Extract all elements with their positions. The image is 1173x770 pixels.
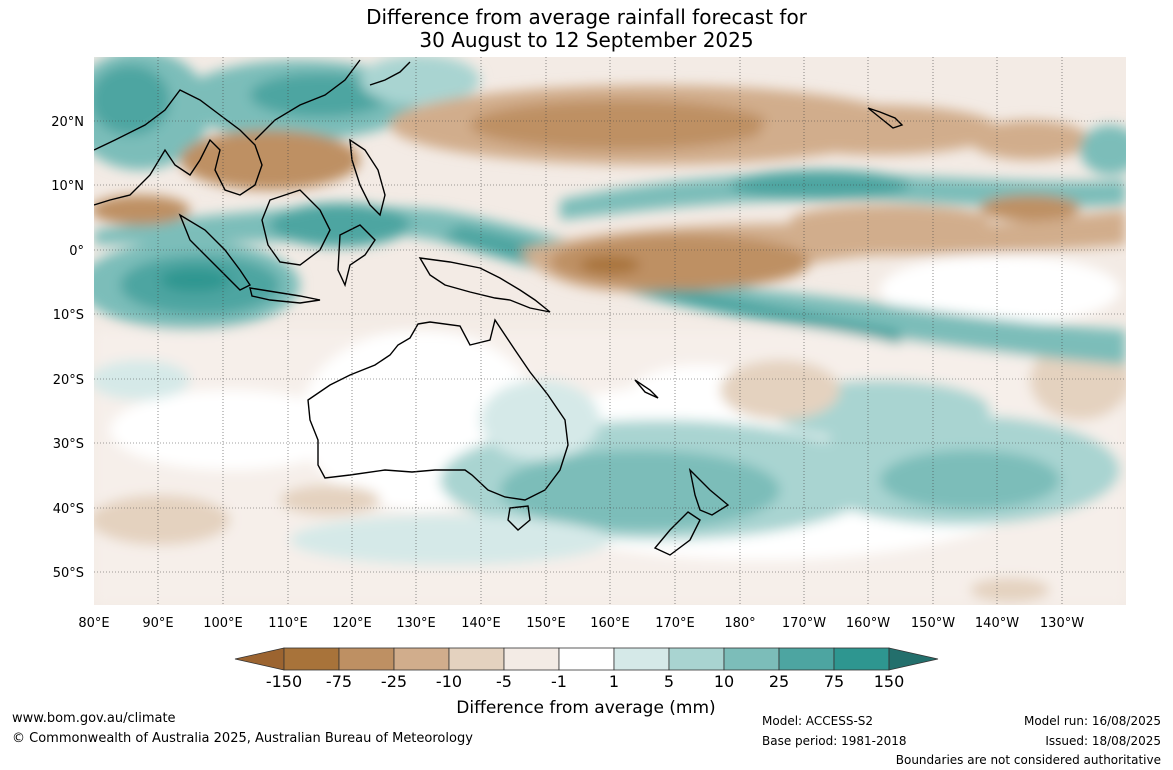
lon-label: 140°W (975, 616, 1019, 631)
colorbar-label: 1 (609, 672, 619, 691)
lon-label: 130°E (396, 616, 436, 631)
colorbar-label: 10 (714, 672, 734, 691)
colorbar-swatch-3 (393, 647, 450, 671)
lon-label: 150°W (911, 616, 955, 631)
lon-label: 180° (724, 616, 755, 631)
lat-label: 10°N (51, 179, 84, 194)
borneo-coastline (261, 189, 331, 266)
base-period: Base period: 1981-2018 (762, 734, 907, 748)
lat-label: 30°S (53, 437, 84, 452)
graticule (94, 57, 1126, 605)
model-name: Model: ACCESS-S2 (762, 714, 874, 728)
colorbar-label: 150 (874, 672, 905, 691)
colorbar-label: 75 (824, 672, 844, 691)
website-link[interactable]: www.bom.gov.au/climate (12, 711, 176, 726)
lat-label: 0° (69, 244, 84, 259)
new-zealand-coastline (653, 467, 730, 556)
copyright-text: © Commonwealth of Australia 2025, Austra… (12, 731, 473, 746)
lon-label: 140°E (461, 616, 501, 631)
colorbar-swatch-8 (668, 647, 725, 671)
colorbar-swatch-12 (888, 647, 939, 671)
lat-label: 20°N (51, 115, 84, 130)
java-coastline (249, 287, 321, 304)
colorbar-swatch-4 (448, 647, 505, 671)
lon-label: 120°E (332, 616, 372, 631)
colorbar-swatch-0 (234, 647, 285, 671)
colorbar-swatch-7 (613, 647, 670, 671)
latitude-labels: 20°N 10°N 0° 10°S 20°S 30°S 40°S 50°S (51, 115, 84, 581)
colorbar-swatch-6 (558, 647, 615, 671)
colorbar-title: Difference from average (mm) (456, 698, 715, 718)
colorbar-swatch-2 (338, 647, 395, 671)
colorbar-label: -75 (326, 672, 352, 691)
philippines-coastline (349, 138, 386, 217)
chart-title-line1: Difference from average rainfall forecas… (366, 5, 807, 29)
colorbar-swatch-1 (283, 647, 340, 671)
tasmania-coastline (507, 505, 531, 531)
asia-coastline (94, 59, 361, 206)
colorbar-label: -1 (551, 672, 567, 691)
issued-date: Issued: 18/08/2025 (1045, 734, 1161, 748)
lat-label: 50°S (53, 566, 84, 581)
boundaries-disclaimer: Boundaries are not considered authoritat… (895, 753, 1161, 767)
sulawesi-coastline (337, 224, 376, 288)
lon-label: 110°E (268, 616, 308, 631)
colorbar (234, 647, 939, 671)
lat-label: 10°S (53, 308, 84, 323)
new-caledonia-coastline (634, 379, 659, 399)
colorbar-label: -150 (266, 672, 302, 691)
lon-label: 160°E (590, 616, 630, 631)
colorbar-label: 25 (769, 672, 789, 691)
sumatra-coastline (178, 213, 252, 291)
lon-label: 90°E (142, 616, 173, 631)
lon-label: 160°W (846, 616, 890, 631)
lat-label: 20°S (53, 373, 84, 388)
colorbar-label: -10 (436, 672, 462, 691)
lon-label: 130°W (1040, 616, 1084, 631)
model-run-date: Model run: 16/08/2025 (1023, 714, 1161, 728)
colorbar-label: -5 (496, 672, 512, 691)
colorbar-swatch-5 (503, 647, 560, 671)
colorbar-swatch-10 (778, 647, 835, 671)
hawaii-coastline (867, 107, 904, 129)
lon-label: 170°W (782, 616, 826, 631)
new-guinea-coastline (418, 257, 551, 313)
colorbar-swatch-9 (723, 647, 780, 671)
lon-label: 80°E (78, 616, 109, 631)
lat-label: 40°S (53, 502, 84, 517)
colorbar-label: -25 (381, 672, 407, 691)
rainfall-anomaly-field (94, 57, 1126, 605)
japan-coastline (369, 61, 411, 86)
colorbar-label: 5 (664, 672, 674, 691)
longitude-labels: 80°E 90°E 100°E 110°E 120°E 130°E 140°E … (78, 616, 1084, 631)
coastlines (94, 59, 904, 556)
australia-coastline (307, 318, 569, 501)
lon-label: 100°E (203, 616, 243, 631)
colorbar-swatch-11 (833, 647, 890, 671)
colorbar-labels: -150 -75 -25 -10 -5 -1 1 5 10 25 75 150 … (266, 672, 904, 718)
lon-label: 170°E (655, 616, 695, 631)
lon-label: 150°E (526, 616, 566, 631)
chart-title-line2: 30 August to 12 September 2025 (419, 28, 754, 52)
